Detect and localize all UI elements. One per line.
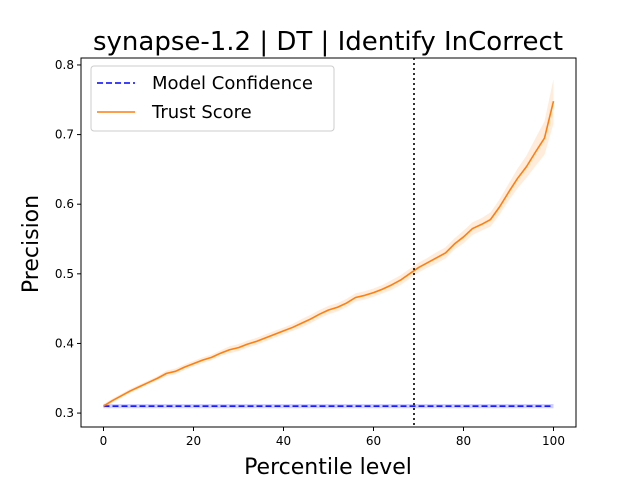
y-tick-label: 0.5 — [55, 267, 74, 281]
y-tick-label: 0.4 — [55, 336, 74, 350]
y-tick-label: 0.7 — [55, 128, 74, 142]
chart-title: synapse-1.2 | DT | Identify InCorrect — [93, 27, 563, 57]
plot-area — [103, 58, 555, 427]
axes: 0 20 40 60 80 100 0.3 0.4 0.5 0.6 0.7 0.8 — [55, 57, 577, 448]
series-line-2 — [103, 100, 555, 407]
axes-frame — [80, 57, 577, 428]
x-tick-label: 80 — [456, 434, 471, 448]
x-tick-label: 0 — [100, 434, 108, 448]
plot-clip-group — [103, 78, 555, 409]
y-tick-label: 0.8 — [55, 58, 74, 72]
x-tick-label: 60 — [366, 434, 381, 448]
y-axis-label: Precision — [19, 195, 44, 293]
x-tick-label: 20 — [186, 434, 201, 448]
x-tick-label: 100 — [542, 434, 565, 448]
y-tick-label: 0.3 — [55, 406, 74, 420]
legend: Model Confidence Trust Score — [90, 65, 335, 132]
legend-label-2: Trust Score — [151, 102, 252, 123]
x-axis-label: Percentile level — [244, 455, 412, 480]
y-tick-label: 0.6 — [55, 197, 74, 211]
x-tick-label: 40 — [276, 434, 291, 448]
legend-box — [90, 65, 335, 132]
legend-label-1: Model Confidence — [152, 73, 313, 94]
